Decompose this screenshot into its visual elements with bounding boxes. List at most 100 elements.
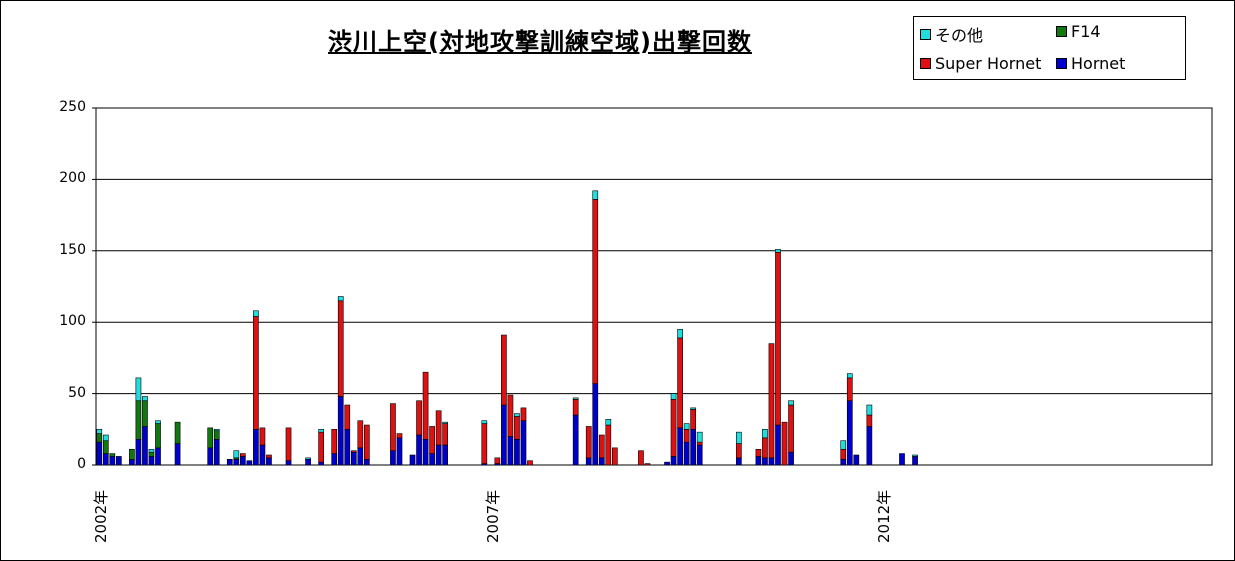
bar-hornet: [363, 458, 370, 466]
bar-hornet: [142, 426, 148, 466]
bar-super-hornet: [696, 441, 703, 446]
legend-item-hornet: Hornet: [1056, 54, 1125, 73]
bar-hornet: [853, 454, 860, 466]
bar-super-hornet: [507, 394, 514, 437]
bar-other: [683, 423, 690, 430]
legend-label-f14: F14: [1071, 22, 1101, 41]
bar-f14: [142, 400, 148, 427]
bar-hornet: [690, 428, 696, 466]
x-tick-label: 2012年: [875, 489, 894, 543]
bar-super-hornet: [514, 416, 520, 440]
bar-super-hornet: [429, 426, 435, 454]
bar-other: [233, 450, 240, 459]
bar-hornet: [396, 437, 403, 466]
bar-other: [337, 296, 344, 302]
bar-hornet: [755, 456, 762, 466]
bar-hornet: [429, 453, 435, 466]
plot-border: [95, 107, 1213, 466]
bar-hornet: [592, 383, 599, 466]
bar-hornet: [344, 428, 351, 466]
bar-other: [677, 329, 683, 339]
legend-item-other: その他: [920, 22, 983, 46]
bar-super-hornet: [683, 428, 690, 443]
bar-super-hornet: [240, 453, 246, 457]
bar-super-hornet: [866, 414, 873, 427]
bar-other: [253, 310, 259, 317]
bar-super-hornet: [435, 410, 442, 446]
y-tick-label: 0: [77, 456, 86, 472]
bar-hornet: [840, 458, 847, 466]
bar-hornet: [135, 438, 142, 466]
bar-hornet: [233, 458, 240, 466]
bar-hornet: [422, 438, 429, 466]
bar-hornet: [912, 456, 918, 466]
bar-hornet: [174, 443, 181, 466]
bar-super-hornet: [331, 428, 338, 454]
legend-item-f14: F14: [1056, 22, 1101, 41]
bar-super-hornet: [755, 448, 762, 457]
legend-swatch-hornet: [1056, 58, 1067, 69]
bar-super-hornet: [598, 434, 605, 459]
bar-hornet: [357, 447, 364, 466]
y-tick-label: 250: [59, 99, 86, 115]
bar-f14: [148, 451, 155, 457]
x-tick-label: 2007年: [483, 489, 502, 543]
bar-super-hornet: [422, 371, 429, 440]
bar-super-hornet: [501, 334, 507, 406]
bar-hornet: [846, 400, 853, 466]
bar-hornet: [253, 428, 259, 466]
bar-hornet: [102, 453, 109, 466]
bar-other: [592, 190, 599, 200]
bar-super-hornet: [527, 460, 533, 466]
bar-hornet: [501, 404, 507, 466]
bar-hornet: [390, 450, 396, 466]
bar-hornet: [683, 441, 690, 466]
bar-hornet: [285, 460, 292, 466]
bar-other: [788, 400, 794, 406]
bar-other: [213, 428, 220, 432]
bar-super-hornet: [840, 448, 847, 460]
bar-f14: [109, 453, 116, 457]
bar-hornet: [866, 426, 873, 466]
bar-other: [142, 396, 148, 402]
bar-super-hornet: [318, 431, 324, 463]
legend-label-other: その他: [935, 26, 984, 45]
bar-super-hornet: [494, 457, 501, 464]
bar-hornet: [350, 451, 357, 466]
bar-other: [96, 428, 103, 434]
legend-swatch-f14: [1056, 26, 1067, 37]
bar-hornet: [598, 457, 605, 466]
bar-hornet: [109, 456, 116, 466]
bar-super-hornet: [690, 409, 696, 430]
bar-super-hornet: [337, 300, 344, 397]
bar-f14: [155, 423, 161, 449]
bar-hornet: [677, 427, 683, 466]
bar-hornet: [775, 424, 781, 466]
bar-hornet: [435, 444, 442, 466]
x-tick-label: 2002年: [92, 489, 111, 543]
chart-title: 渋川上空(対地攻撃訓練空域)出撃回数: [328, 28, 752, 56]
bar-hornet: [514, 438, 520, 466]
bar-super-hornet: [350, 450, 357, 453]
bar-super-hornet: [481, 423, 488, 464]
bar-other: [572, 397, 579, 400]
y-tick-label: 50: [68, 384, 86, 401]
bar-other: [866, 404, 873, 416]
bar-super-hornet: [442, 423, 448, 446]
bar-super-hornet: [846, 377, 853, 402]
bar-other: [514, 413, 520, 417]
bar-super-hornet: [572, 399, 579, 416]
y-tick-label: 150: [59, 241, 86, 258]
bar-hornet: [96, 441, 103, 466]
legend-swatch-other: [920, 28, 931, 40]
legend: その他 F14 Super Hornet Hornet: [913, 16, 1186, 80]
bar-super-hornet: [416, 400, 422, 436]
bar-hornet: [572, 414, 579, 466]
bar-super-hornet: [768, 343, 775, 459]
legend-label-hornet: Hornet: [1071, 54, 1126, 73]
bar-hornet: [246, 460, 253, 466]
bar-other: [442, 421, 448, 424]
bar-hornet: [318, 461, 324, 466]
